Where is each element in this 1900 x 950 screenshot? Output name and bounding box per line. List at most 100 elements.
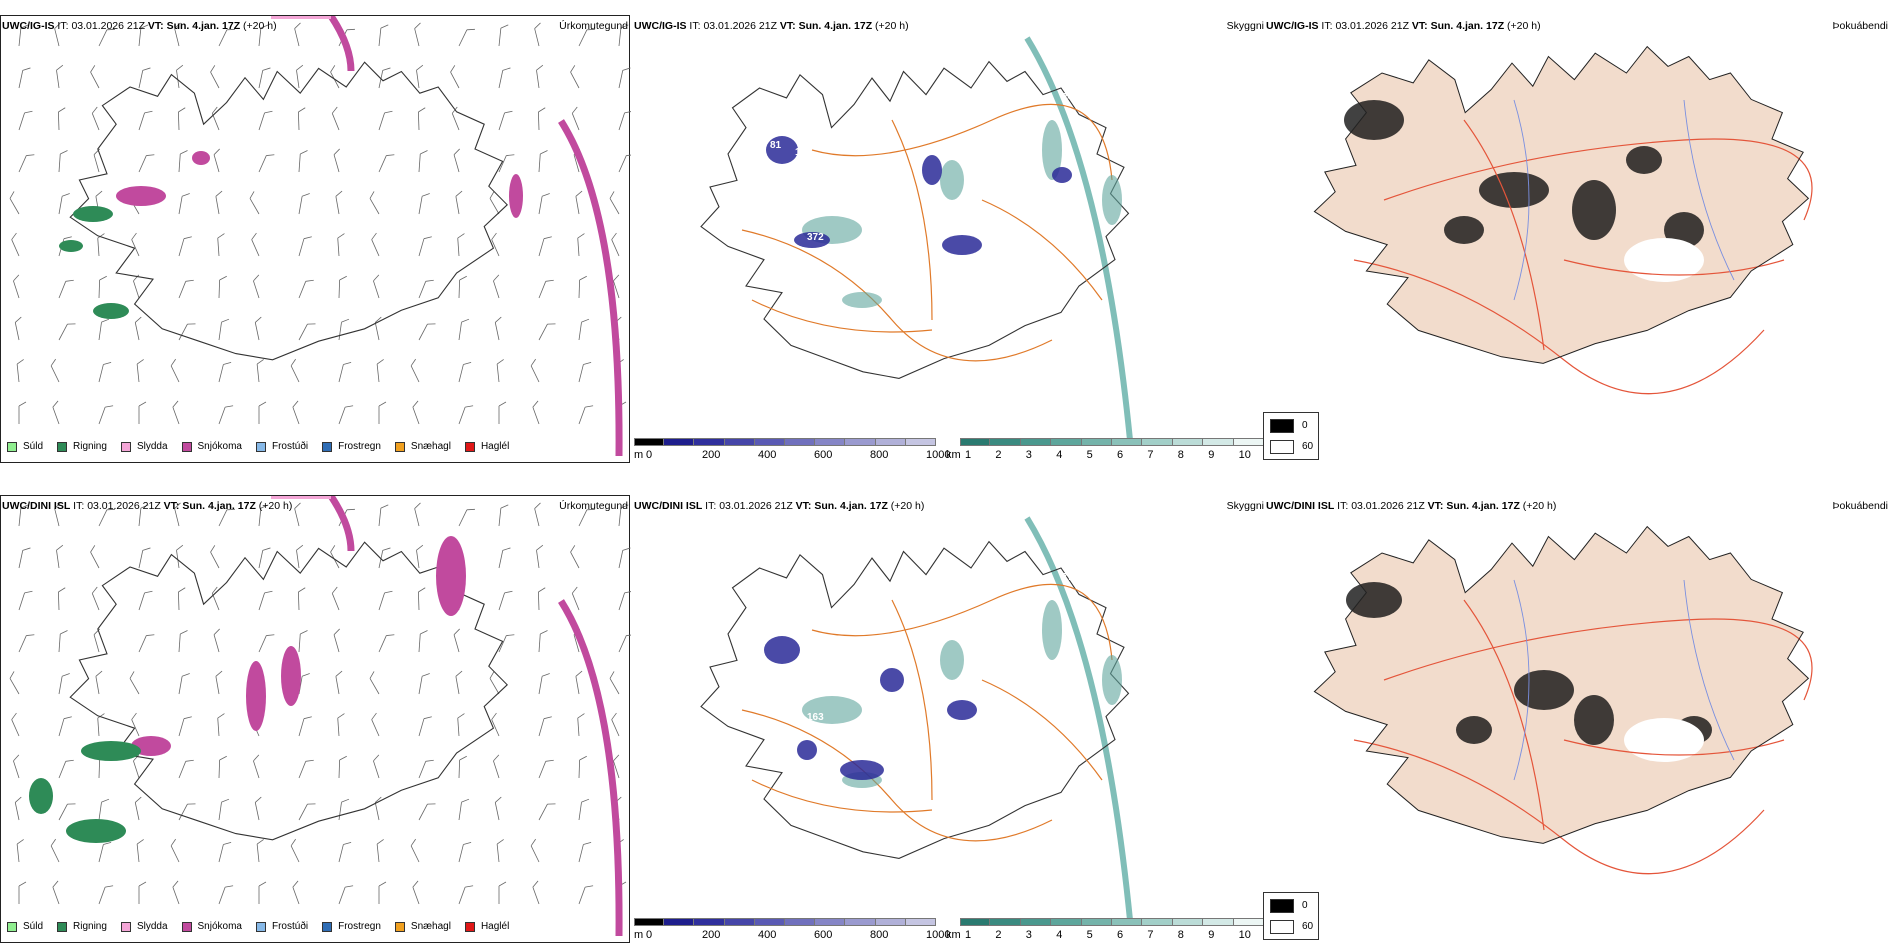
wind-barb [11, 712, 20, 737]
wind-barb [138, 110, 153, 131]
wind-barb [331, 586, 340, 611]
ceiling-value-label: 138 [780, 117, 797, 128]
wind-barb [218, 318, 230, 341]
wind-barb [297, 587, 306, 611]
precip-legend-item: Slydda [120, 921, 168, 932]
ceiling-colorbar-cell [875, 438, 906, 446]
wind-barb [412, 880, 420, 905]
fog-road [1383, 138, 1813, 221]
wind-barb [571, 586, 580, 611]
wind-barb [58, 279, 74, 299]
panel-title: UWC/IG-IS IT: 03.01.2026 21Z VT: Sun. 4.… [634, 20, 909, 32]
fog-legend-swatch-60 [1270, 440, 1294, 454]
wind-barb [258, 590, 273, 611]
wind-barb [618, 590, 631, 611]
low-visibility-area [1042, 600, 1062, 660]
snow-band-east [558, 119, 623, 457]
wind-barb [52, 400, 60, 425]
panel-title: UWC/DINI ISL IT: 03.01.2026 21Z VT: Sun.… [2, 500, 292, 512]
wind-barb [56, 64, 64, 89]
lead-time: (+20 h) [875, 20, 909, 32]
ceiling-colorbar [634, 438, 936, 446]
visibility-tick: 3 [1025, 929, 1032, 941]
wind-barb [178, 193, 190, 215]
fog-index-panel: UWC/DINI ISL IT: 03.01.2026 21Z VT: Sun.… [1264, 480, 1900, 950]
wind-barb [578, 755, 587, 779]
visibility-unit: km [946, 929, 961, 941]
wind-barb [98, 405, 114, 425]
wind-barb [376, 359, 384, 383]
model-name: UWC/DINI ISL [2, 500, 71, 512]
fog-white-area [1624, 238, 1704, 282]
precip-legend-item: Súld [7, 921, 43, 932]
road [981, 199, 1103, 301]
visibility-tick: 4 [1056, 929, 1063, 941]
visibility-colorbar-cell [1020, 438, 1052, 446]
visibility-tick: 3 [1025, 449, 1032, 461]
visibility-tick: 1 [965, 929, 972, 941]
fog-legend-swatch-0 [1270, 899, 1294, 913]
precip-legend-label: Frostúði [271, 441, 309, 452]
fog-road [1353, 739, 1765, 875]
wind-barb [57, 587, 66, 611]
wind-barb [298, 323, 316, 341]
fog-legend-label-60: 60 [1302, 441, 1314, 452]
wind-barb [174, 22, 181, 47]
wind-barb [491, 712, 500, 737]
wind-barb [618, 634, 631, 653]
precip-legend-label: Rigning [73, 441, 107, 452]
visibility-colorbar-cell [1142, 438, 1173, 446]
ceiling-value-label: 260 [1082, 620, 1099, 631]
visibility-tick: 6 [1117, 449, 1124, 461]
iceland-outline [1313, 525, 1810, 844]
wind-barb [577, 713, 585, 737]
forecast-row-dini-isl: Súld Rigning Slydda Snjókoma Frostúði Frostre… [0, 480, 1900, 950]
wind-barb [210, 545, 220, 569]
visibility-colorbar-cell [1051, 438, 1082, 446]
low-ceiling-area [794, 232, 830, 248]
precip-legend-swatch [464, 441, 475, 452]
precip-legend-label: Snæhagl [410, 921, 451, 932]
wind-barb [335, 190, 343, 215]
snow-area [509, 174, 523, 218]
wind-barb [98, 361, 112, 383]
wind-barb [217, 233, 225, 257]
rain-area [93, 303, 129, 319]
wind-barb [95, 670, 103, 695]
wind-barbs [9, 22, 631, 425]
iceland-outline [700, 540, 1130, 859]
precip-legend-swatch [322, 441, 333, 452]
wind-barb [177, 587, 186, 611]
vt-label: VT: [779, 20, 796, 32]
precip-legend-swatch [255, 921, 266, 932]
wind-barb [98, 841, 112, 863]
wind-barb [13, 274, 20, 299]
wind-barb [418, 716, 432, 737]
ceiling-value-label: 99 [770, 620, 782, 631]
wind-barb [378, 24, 389, 47]
precip-legend-swatch [7, 441, 17, 452]
wind-barb [369, 671, 380, 695]
visibility-coastal-band [1024, 516, 1133, 921]
ceiling-colorbar [634, 918, 936, 926]
river [1683, 579, 1735, 761]
precip-type-map [9, 16, 631, 457]
fog-dark-areas [1344, 100, 1704, 282]
wind-barb [611, 712, 620, 737]
wind-barb [489, 191, 500, 215]
road [741, 229, 1053, 362]
wind-barb [251, 232, 260, 257]
wind-barb [258, 401, 267, 424]
fog-legend-swatch-60 [1270, 920, 1294, 934]
visibility-unit: km [946, 449, 961, 461]
ceiling-tick: 400 [758, 929, 777, 941]
wind-barb [493, 754, 500, 779]
model-name: UWC/IG-IS [1266, 20, 1319, 32]
wind-barb [374, 796, 382, 821]
vt-value: Sun. 4.jan. 17Z [798, 20, 873, 32]
fog-index-map [1313, 525, 1813, 875]
wind-barb [418, 323, 436, 341]
wind-barb [54, 502, 61, 527]
visibility-colorbar-cell [960, 918, 991, 926]
precip-legend-swatch [181, 441, 192, 452]
